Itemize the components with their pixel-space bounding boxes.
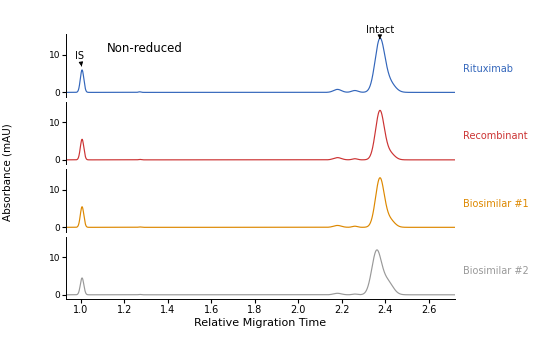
- Text: IS: IS: [76, 51, 84, 66]
- Text: Non-reduced: Non-reduced: [107, 42, 183, 55]
- Text: Intact: Intact: [366, 25, 394, 38]
- X-axis label: Relative Migration Time: Relative Migration Time: [194, 318, 327, 327]
- Text: Biosimilar #2: Biosimilar #2: [463, 266, 528, 276]
- Text: Recombinant: Recombinant: [463, 131, 527, 141]
- Text: Biosimilar #1: Biosimilar #1: [463, 199, 528, 209]
- Text: Absorbance (mAU): Absorbance (mAU): [3, 123, 13, 221]
- Text: Rituximab: Rituximab: [463, 64, 512, 74]
